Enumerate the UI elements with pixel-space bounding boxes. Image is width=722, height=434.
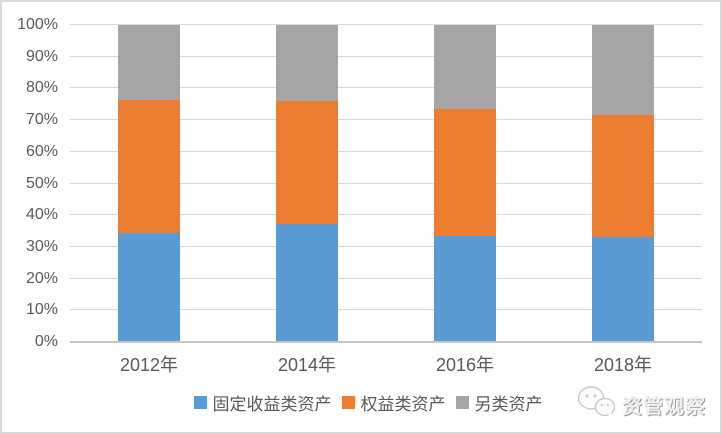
watermark: 资管观察 bbox=[574, 383, 706, 426]
y-tick-label-20%: 20% bbox=[25, 269, 58, 287]
x-category-label-2016年: 2016年 bbox=[435, 355, 495, 375]
x-category-label-2018年: 2018年 bbox=[593, 355, 653, 375]
gridline-70 bbox=[70, 119, 702, 121]
segment-权益类资产 bbox=[592, 115, 654, 238]
y-tick-label-90%: 90% bbox=[25, 47, 58, 65]
segment-另类资产 bbox=[434, 25, 496, 110]
bar-slot-2012年 bbox=[70, 25, 228, 342]
y-tick-label-0%: 0% bbox=[34, 333, 58, 350]
gridline-30 bbox=[70, 245, 702, 247]
legend-swatch-icon bbox=[455, 396, 469, 409]
y-tick-label-100%: 100% bbox=[17, 16, 58, 33]
y-tick-label-50%: 50% bbox=[25, 174, 58, 192]
y-tick-label-60%: 60% bbox=[25, 142, 58, 160]
chat-bubbles-icon bbox=[574, 383, 618, 426]
legend-item-另类资产: 另类资产 bbox=[455, 390, 543, 415]
x-category-label-2012年: 2012年 bbox=[119, 355, 179, 375]
legend-swatch-icon bbox=[341, 396, 355, 409]
gridline-40 bbox=[70, 214, 702, 216]
watermark-text: 资管观察 bbox=[622, 396, 706, 418]
segment-固定收益类资产 bbox=[592, 237, 654, 342]
bar-slot-2016年 bbox=[386, 25, 544, 342]
legend-swatch-icon bbox=[193, 396, 207, 409]
y-tick-label-70%: 70% bbox=[25, 111, 58, 129]
legend-item-固定收益类资产: 固定收益类资产 bbox=[193, 390, 332, 415]
bars-container bbox=[70, 25, 702, 342]
y-tick-label-40%: 40% bbox=[25, 206, 58, 224]
gridline-20 bbox=[70, 277, 702, 279]
x-axis-category-labels: 2012年 2014年 2016年 2018年 bbox=[70, 351, 702, 377]
segment-固定收益类资产 bbox=[118, 233, 180, 342]
bar-slot-2018年 bbox=[544, 25, 702, 342]
segment-固定收益类资产 bbox=[434, 235, 496, 342]
x-category-label-2014年: 2014年 bbox=[277, 355, 337, 375]
y-tick-label-80%: 80% bbox=[25, 79, 58, 97]
gridline-100 bbox=[70, 24, 702, 25]
gridline-50 bbox=[70, 182, 702, 184]
gridline-90 bbox=[70, 55, 702, 57]
stacked-bar-2016年 bbox=[434, 25, 496, 342]
segment-另类资产 bbox=[592, 25, 654, 116]
legend-label: 权益类资产 bbox=[360, 395, 446, 414]
legend: 固定收益类资产 权益类资产 另类资产 bbox=[7, 390, 720, 415]
y-tick-label-10%: 10% bbox=[25, 301, 58, 319]
x-axis-line bbox=[70, 341, 702, 343]
segment-另类资产 bbox=[276, 25, 338, 102]
stacked-bar-2014年 bbox=[276, 25, 338, 342]
segment-权益类资产 bbox=[118, 99, 180, 234]
legend-item-权益类资产: 权益类资产 bbox=[341, 390, 446, 415]
segment-权益类资产 bbox=[434, 109, 496, 236]
segment-固定收益类资产 bbox=[276, 223, 338, 342]
stacked-bar-2018年 bbox=[592, 25, 654, 342]
segment-权益类资产 bbox=[276, 101, 338, 224]
gridline-80 bbox=[70, 87, 702, 89]
stacked-bar-2012年 bbox=[118, 25, 180, 342]
gridline-60 bbox=[70, 150, 702, 152]
y-tick-label-30%: 30% bbox=[25, 237, 58, 255]
legend-label: 固定收益类资产 bbox=[212, 395, 332, 414]
legend-label: 另类资产 bbox=[474, 395, 543, 414]
segment-另类资产 bbox=[118, 25, 180, 100]
bar-slot-2014年 bbox=[228, 25, 386, 342]
plot-area bbox=[70, 24, 702, 343]
gridline-10 bbox=[70, 309, 702, 311]
